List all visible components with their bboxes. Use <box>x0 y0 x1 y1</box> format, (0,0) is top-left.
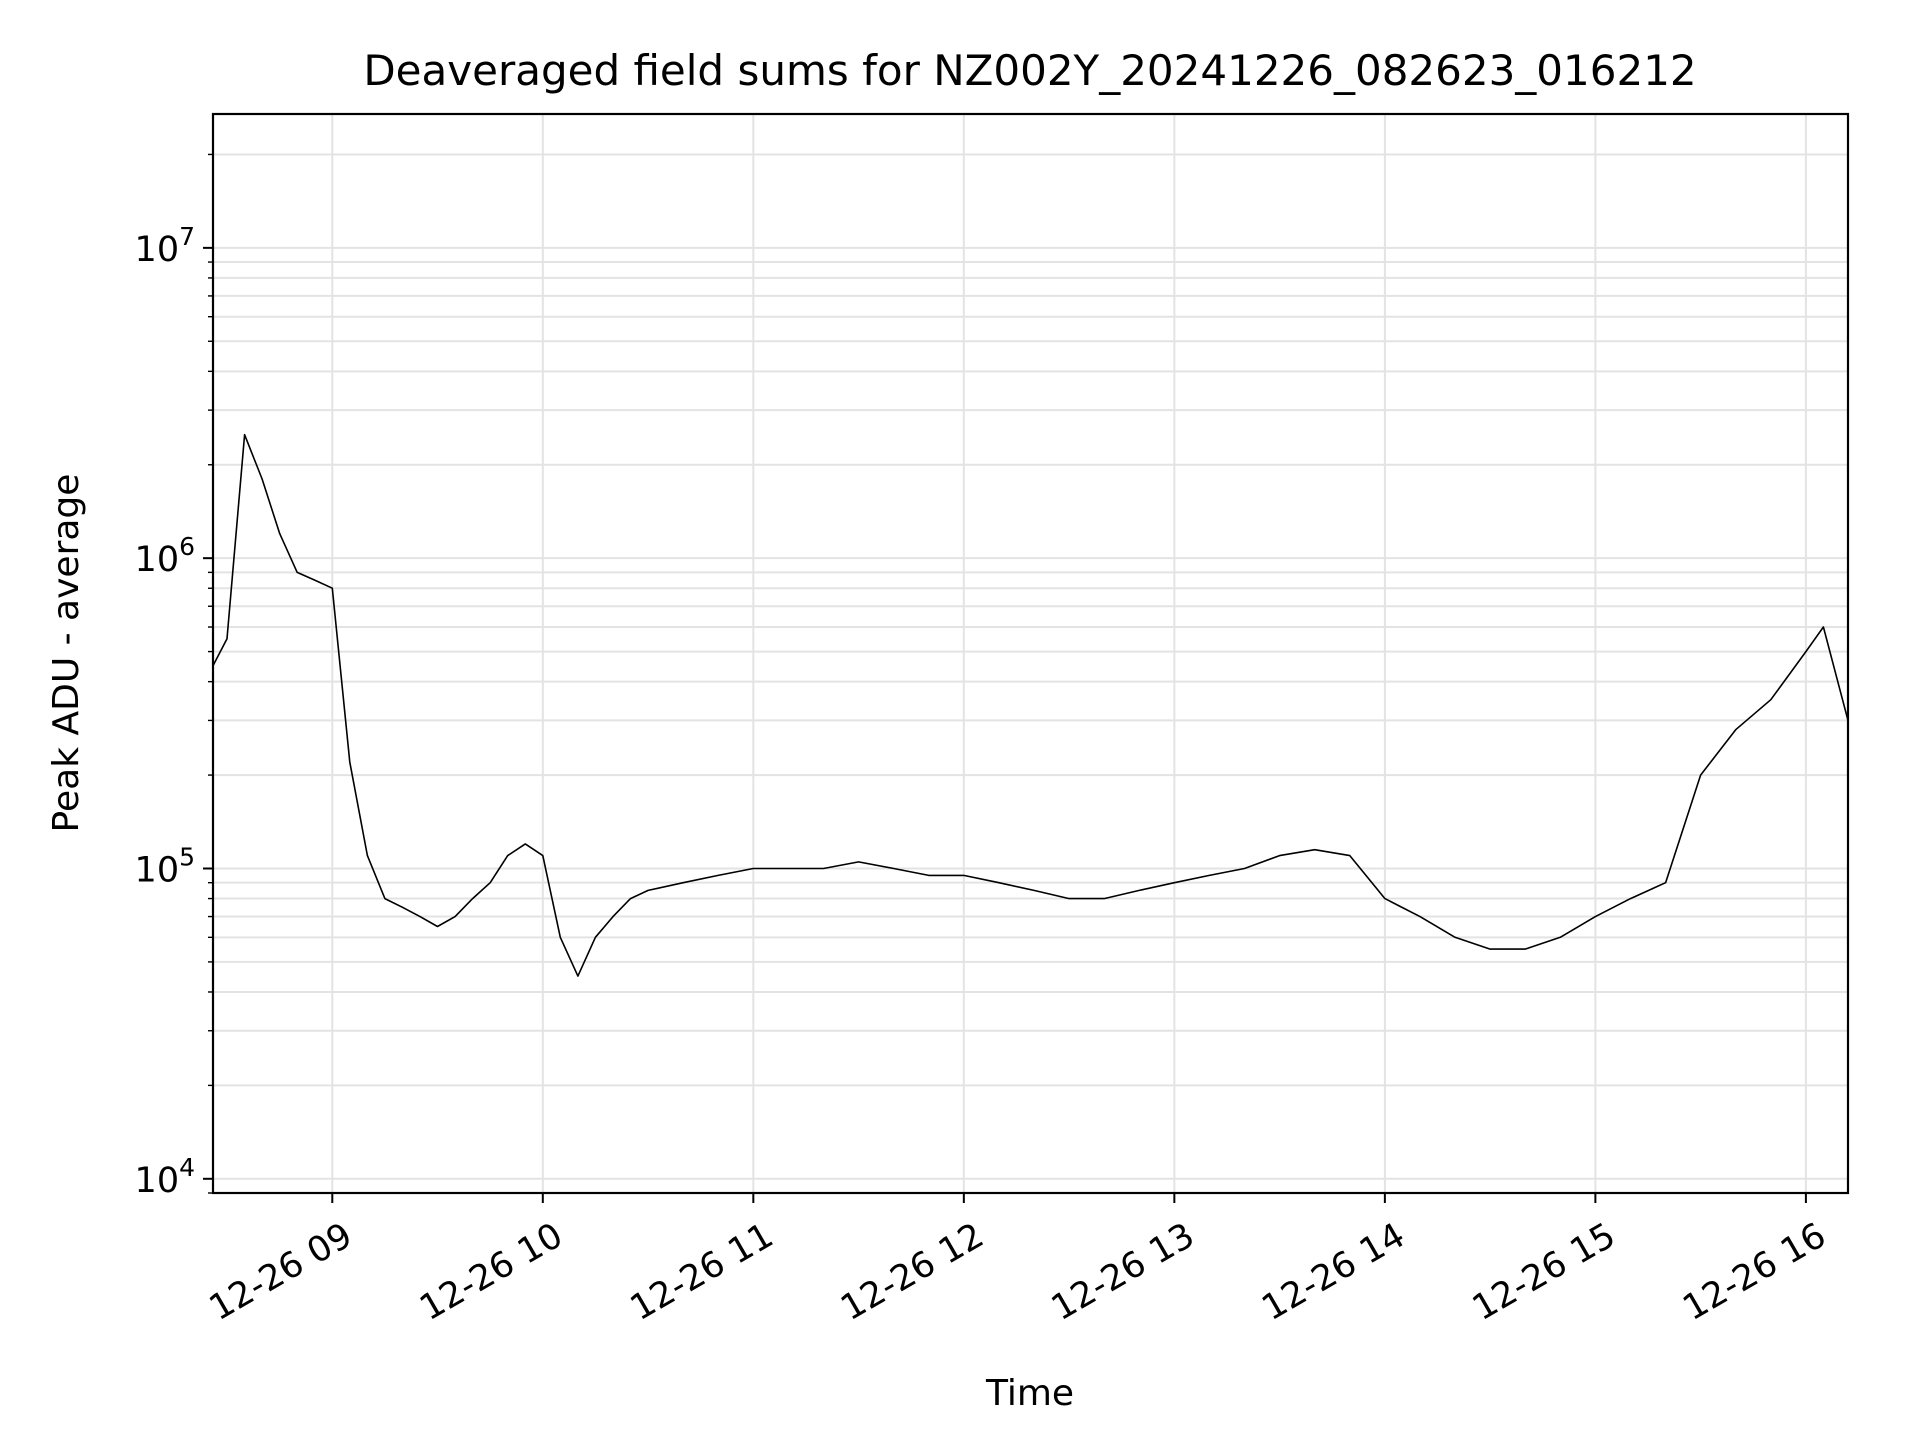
grid <box>213 114 1848 1194</box>
series-line <box>212 433 1849 977</box>
plot-frame <box>211 112 1850 1195</box>
y-tick-label: 107 <box>135 222 195 270</box>
y-axis-label: Peak ADU - average <box>46 474 87 833</box>
y-tick-label: 105 <box>135 842 195 890</box>
x-axis-label: Time <box>985 1373 1074 1414</box>
plot-background <box>213 114 1848 1193</box>
chart-title: Deaveraged field sums for NZ002Y_2024122… <box>363 46 1696 95</box>
y-tick-label: 106 <box>135 532 195 580</box>
y-tick-label: 104 <box>135 1153 195 1201</box>
data-series <box>212 433 1849 977</box>
